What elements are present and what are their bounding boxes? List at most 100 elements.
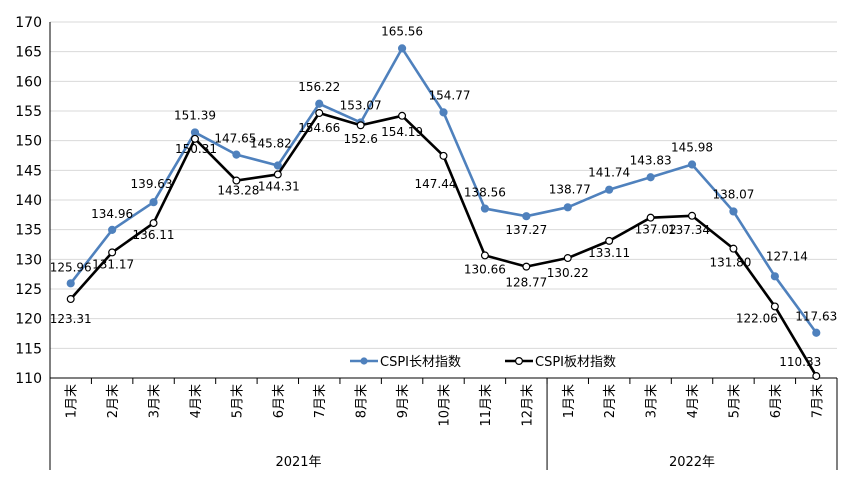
x-category-label: 7月末 — [313, 384, 328, 418]
x-category-label: 6月末 — [769, 384, 784, 418]
data-label: 122.06 — [736, 311, 778, 325]
data-point — [605, 185, 614, 194]
data-label: 139.63 — [131, 177, 173, 191]
data-label: 165.56 — [381, 24, 423, 38]
data-point — [522, 212, 531, 221]
x-category-label: 2月末 — [106, 384, 121, 418]
data-label: 117.63 — [795, 310, 837, 324]
data-label: 147.44 — [415, 177, 457, 191]
data-point — [729, 207, 738, 216]
data-label: 153.07 — [340, 98, 382, 112]
data-label: 138.07 — [712, 187, 754, 201]
x-category-label: 11月末 — [479, 384, 494, 427]
data-point — [770, 302, 779, 311]
data-point — [190, 134, 199, 143]
data-label: 130.66 — [464, 262, 506, 276]
data-point — [605, 236, 614, 245]
legend: CSPI长材指数 CSPI板材指数 — [350, 355, 616, 370]
data-point — [273, 161, 282, 170]
data-point — [397, 44, 407, 53]
data-point — [646, 173, 655, 182]
y-tick-label: 140 — [15, 193, 42, 209]
data-label: 138.77 — [549, 182, 591, 196]
x-category-label: 1月末 — [65, 384, 80, 418]
data-label: 150.31 — [175, 142, 217, 156]
data-point — [149, 219, 158, 228]
data-label: 137.27 — [505, 223, 547, 237]
data-label: 128.77 — [505, 276, 547, 290]
data-point — [770, 272, 779, 281]
data-label: 133.11 — [588, 246, 630, 260]
x-category-label: 1月末 — [562, 384, 577, 418]
y-tick-label: 170 — [15, 15, 42, 31]
year-group-label: 2022年 — [669, 455, 715, 470]
data-label: 137.02 — [635, 223, 677, 237]
data-point — [398, 111, 407, 120]
data-point — [232, 176, 241, 185]
data-point — [149, 198, 158, 207]
axes: 110 115 120 125 130 135 140 145 150 155 160 165 170 1… — [15, 15, 838, 470]
data-point — [688, 211, 697, 220]
data-point — [729, 244, 738, 253]
data-label: 138.56 — [464, 186, 506, 200]
data-label: 110.33 — [779, 355, 821, 369]
data-label: 123.31 — [50, 312, 92, 326]
data-label: 137.34 — [668, 223, 710, 237]
data-point — [522, 262, 531, 271]
data-label: 143.83 — [630, 153, 672, 167]
y-tick-label: 145 — [15, 163, 42, 179]
data-point — [66, 279, 75, 288]
data-label: 154.19 — [381, 125, 423, 139]
data-label: 131.80 — [709, 256, 751, 270]
data-point — [439, 108, 448, 117]
legend-label: CSPI长材指数 — [380, 355, 461, 370]
data-point — [315, 99, 324, 108]
y-tick-label: 135 — [15, 223, 42, 239]
data-label: 145.82 — [250, 136, 292, 150]
data-point — [563, 254, 572, 263]
data-label: 147.65 — [214, 132, 256, 146]
x-category-label: 5月末 — [230, 384, 245, 418]
year-group-label: 2021年 — [275, 455, 321, 470]
data-label: 151.39 — [174, 108, 216, 122]
data-label: 154.77 — [429, 88, 471, 102]
x-category-label: 2月末 — [603, 384, 618, 418]
data-point — [563, 203, 572, 212]
x-category-label: 4月末 — [686, 384, 701, 418]
y-tick-label: 110 — [15, 371, 42, 387]
data-point — [812, 328, 821, 337]
data-point — [812, 372, 821, 381]
y-tick-label: 115 — [15, 341, 42, 357]
data-label: 130.22 — [547, 266, 589, 280]
data-label: 145.98 — [671, 141, 713, 155]
data-point — [232, 150, 241, 159]
y-tick-label: 150 — [15, 134, 42, 150]
y-tick-label: 165 — [15, 45, 42, 61]
x-category-label: 5月末 — [727, 384, 742, 418]
y-tick-label: 160 — [15, 74, 42, 90]
legend-label: CSPI板材指数 — [535, 355, 616, 370]
legend-marker — [360, 357, 368, 365]
x-category-label: 6月末 — [272, 384, 287, 418]
data-label: 131.17 — [92, 257, 134, 271]
data-point — [356, 121, 365, 130]
data-point — [439, 151, 448, 160]
x-category-label: 10月末 — [438, 384, 453, 427]
x-category-label: 7月末 — [810, 384, 825, 418]
data-point — [66, 295, 75, 304]
x-category-label: 12月末 — [520, 384, 535, 427]
data-label: 154.66 — [298, 121, 340, 135]
legend-marker — [514, 357, 523, 366]
y-tick-label: 120 — [15, 312, 42, 328]
data-label: 141.74 — [588, 166, 630, 180]
x-category-label: 3月末 — [645, 384, 660, 418]
data-label: 144.31 — [258, 179, 300, 193]
data-point — [480, 251, 489, 260]
x-category-label: 9月末 — [396, 384, 411, 418]
data-point — [273, 170, 282, 179]
series — [66, 44, 821, 381]
data-label: 136.11 — [133, 228, 175, 242]
data-point — [108, 225, 117, 235]
